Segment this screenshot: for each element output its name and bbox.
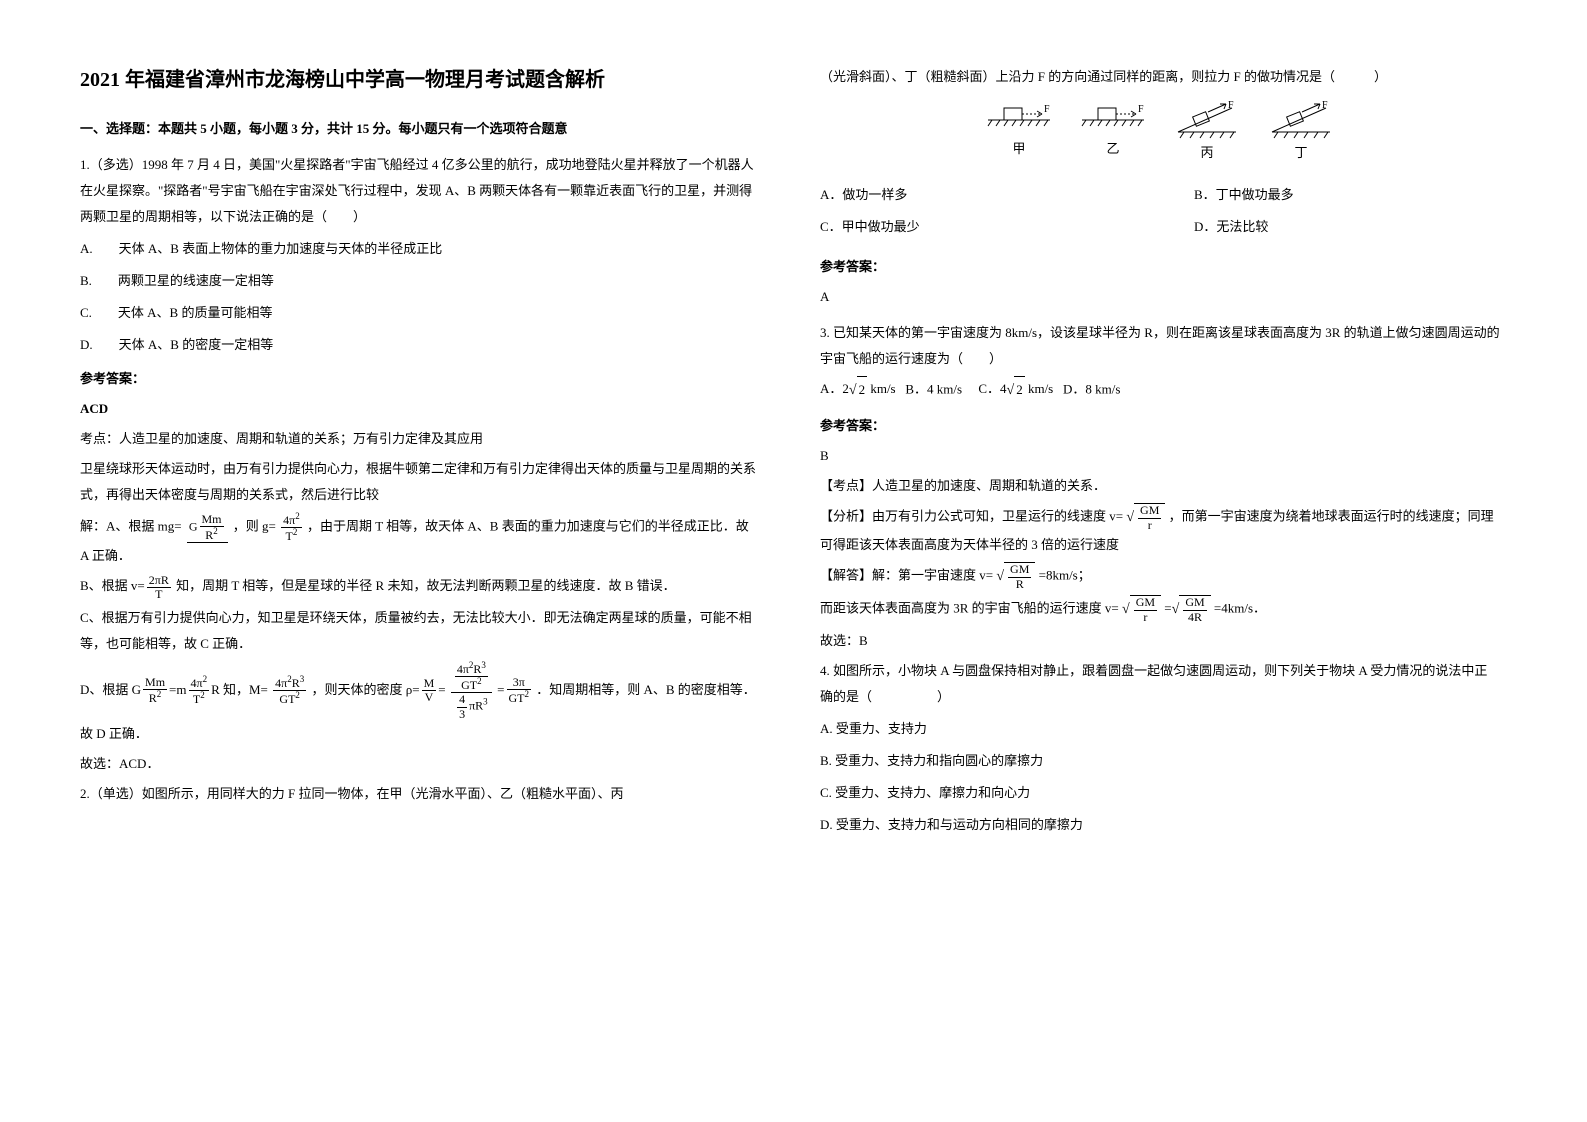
page-title: 2021 年福建省漳州市龙海榜山中学高一物理月考试题含解析 (80, 60, 760, 100)
q1-stem: 1.（多选）1998 年 7 月 4 日，美国"火星探路者"宇宙飞船经过 4 亿… (80, 152, 760, 230)
section-1-heading: 一、选择题：本题共 5 小题，每小题 3 分，共计 15 分。每小题只有一个选项… (80, 116, 760, 142)
svg-text:F: F (1322, 100, 1328, 111)
q2-stem-part1: 2.（单选）如图所示，用同样大的力 F 拉同一物体，在甲（光滑水平面）、乙（粗糙… (80, 781, 760, 807)
svg-text:F: F (1138, 104, 1144, 115)
q1-option-a: A. 天体 A、B 表面上物体的重力加速度与天体的半径成正比 (80, 236, 760, 262)
q1-explain-d: D、根据 GMmR2=m4π2T2R 知，M= 4π2R3GT2 ，则天体的密度… (80, 661, 760, 747)
q3-optB: B．4 km/s (905, 381, 962, 396)
q3-jieda-post: =8km/s； (1039, 567, 1091, 582)
q1-expD-pre: D、根据 (80, 682, 132, 697)
q2-stem-part2: （光滑斜面）、丁（粗糙斜面）上沿力 F 的方向通过同样的距离，则拉力 F 的做功… (820, 64, 1500, 90)
sqrt-GM-r-2: GMr (1122, 595, 1161, 624)
q3-optA: A．22 km/s (820, 381, 896, 396)
sqrt-GM-R: GMR (996, 562, 1035, 591)
q3-optC: C．42 km/s (978, 381, 1053, 396)
frac-4pi2-T2: 4π2T2 (281, 512, 302, 543)
q3-stem: 3. 已知某天体的第一宇宙速度为 8km/s，设该星球半径为 R，则在距离该星球… (820, 320, 1500, 372)
q2-option-b: B．丁中做功最多 (1194, 182, 1500, 208)
q1-answer-label: 参考答案： (80, 366, 760, 392)
q1-option-d: D. 天体 A、B 的密度一定相等 (80, 332, 760, 358)
q1-option-b: B. 两颗卫星的线速度一定相等 (80, 268, 760, 294)
q3-jieda2-post: =4km/s． (1214, 600, 1266, 615)
q3-jieda: 【解答】解：第一宇宙速度 v= GMR =8km/s； (820, 562, 1500, 591)
surface-ding-icon: F (1266, 100, 1336, 140)
q4-stem: 4. 如图所示，小物块 A 与圆盘保持相对静止，跟着圆盘一起做匀速圆周运动，则下… (820, 658, 1500, 710)
q2-figure: F 甲 F (820, 100, 1500, 166)
formula-M: 4π2R3GT2 (273, 675, 306, 706)
formula-v-2piR-T: v=2πRT (131, 578, 173, 593)
q3-answer-label: 参考答案： (820, 413, 1500, 439)
q3-options: A．22 km/s B．4 km/s C．42 km/s D．8 km/s (820, 376, 1500, 405)
q1-explain-intro: 卫星绕球形天体运动时，由万有引力提供向心力，根据牛顿第二定律和万有引力定律得出天… (80, 456, 760, 508)
fig-label-ding: 丁 (1294, 140, 1307, 166)
q1-expB-pre: B、根据 (80, 578, 131, 593)
sqrt2-icon-2: 2 (1007, 376, 1025, 405)
q3-fenxi-pre: 【分析】由万有引力公式可知，卫星运行的线速度 v= (820, 508, 1123, 523)
q1-expA-mid: ，则 g= (233, 519, 279, 534)
formula-rho: ρ=MV= 4π2R3GT243πR3 =3πGT2 (406, 682, 537, 697)
q1-expD-mid2: ，则天体的密度 (311, 682, 405, 697)
q3-answer: B (820, 443, 1500, 469)
fig-ding: F 丁 (1266, 100, 1336, 166)
fig-label-yi: 乙 (1106, 136, 1119, 162)
surface-bing-icon: F (1172, 100, 1242, 140)
surface-yi-icon: F (1078, 100, 1148, 136)
q2-option-a: A．做功一样多 (820, 182, 1194, 208)
q2-answer: A (820, 284, 1500, 310)
frac-GMm-R2: GMmR2 (187, 513, 228, 543)
q4-option-a: A. 受重力、支持力 (820, 716, 1500, 742)
q1-expA-pre: 解：A、根据 mg= (80, 519, 185, 534)
q4-option-d: D. 受重力、支持力和与运动方向相同的摩擦力 (820, 812, 1500, 838)
fig-jia: F 甲 (984, 100, 1054, 166)
sqrt-GM-r: GMr (1126, 503, 1165, 532)
q3-guxuan: 故选：B (820, 628, 1500, 654)
q1-kaodian: 考点：人造卫星的加速度、周期和轨道的关系；万有引力定律及其应用 (80, 426, 760, 452)
q1-expB-post: 知，周期 T 相等，但是星球的半径 R 未知，故无法判断两颗卫星的线速度．故 B… (176, 578, 676, 593)
q3-fenxi: 【分析】由万有引力公式可知，卫星运行的线速度 v= GMr ，而第一宇宙速度为绕… (820, 503, 1500, 558)
svg-text:F: F (1044, 104, 1050, 115)
q3-jieda-pre: 【解答】解：第一宇宙速度 v= (820, 567, 993, 582)
q4-option-c: C. 受重力、支持力、摩擦力和向心力 (820, 780, 1500, 806)
fig-bing: F 丙 (1172, 100, 1242, 166)
q3-optD: D．8 km/s (1063, 381, 1120, 396)
sqrt-GM-4R: GM4R (1172, 595, 1211, 624)
q2-option-c: C．甲中做功最少 (820, 214, 1194, 240)
q2-options: A．做功一样多 C．甲中做功最少 B．丁中做功最多 D．无法比较 (820, 176, 1500, 246)
q1-explain-a: 解：A、根据 mg= GMmR2 ，则 g= 4π2T2 ，由于周期 T 相等，… (80, 512, 760, 569)
q1-answer: ACD (80, 396, 760, 422)
fig-label-jia: 甲 (1012, 136, 1025, 162)
fig-yi: F 乙 (1078, 100, 1148, 166)
formula-GMm-R2-eq: GMmR2=m4π2T2R (132, 682, 220, 697)
left-column: 2021 年福建省漳州市龙海榜山中学高一物理月考试题含解析 一、选择题：本题共 … (80, 60, 760, 1062)
q3-jieda2: 而距该天体表面高度为 3R 的宇宙飞船的运行速度 v= GMr =GM4R =4… (820, 595, 1500, 624)
q1-expD-mid1: 知，M= (223, 682, 271, 697)
q2-option-d: D．无法比较 (1194, 214, 1500, 240)
surface-jia-icon: F (984, 100, 1054, 136)
q3-jieda2-pre: 而距该天体表面高度为 3R 的宇宙飞船的运行速度 v= (820, 600, 1119, 615)
q1-option-c: C. 天体 A、B 的质量可能相等 (80, 300, 760, 326)
q4-option-b: B. 受重力、支持力和指向圆心的摩擦力 (820, 748, 1500, 774)
q2-answer-label: 参考答案： (820, 254, 1500, 280)
q1-explain-b: B、根据 v=2πRT 知，周期 T 相等，但是星球的半径 R 未知，故无法判断… (80, 573, 760, 601)
sqrt2-icon: 2 (849, 376, 867, 405)
q1-explain-c: C、根据万有引力提供向心力，知卫星是环绕天体，质量被约去，无法比较大小．即无法确… (80, 605, 760, 657)
q1-guxuan: 故选：ACD． (80, 751, 760, 777)
right-column: （光滑斜面）、丁（粗糙斜面）上沿力 F 的方向通过同样的距离，则拉力 F 的做功… (820, 60, 1500, 1062)
fig-label-bing: 丙 (1200, 140, 1213, 166)
q3-kaodian: 【考点】人造卫星的加速度、周期和轨道的关系． (820, 473, 1500, 499)
svg-text:F: F (1228, 100, 1234, 111)
